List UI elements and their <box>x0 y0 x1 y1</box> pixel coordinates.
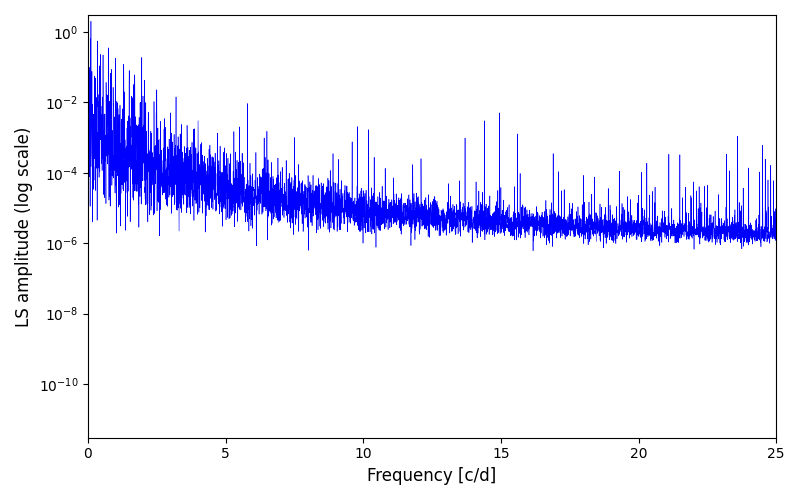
Y-axis label: LS amplitude (log scale): LS amplitude (log scale) <box>15 126 33 326</box>
X-axis label: Frequency [c/d]: Frequency [c/d] <box>367 467 497 485</box>
